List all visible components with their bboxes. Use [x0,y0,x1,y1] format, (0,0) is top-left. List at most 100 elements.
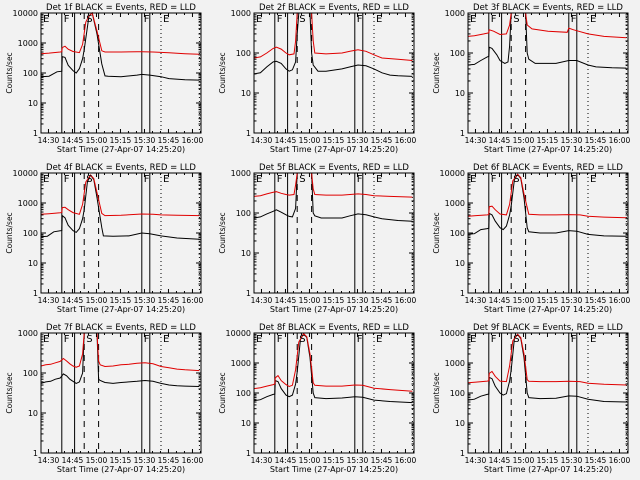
y-axis-label: Counts/sec [218,212,227,253]
y-tick-label: 10 [241,249,251,258]
x-tick-label: 14:45 [275,296,297,305]
y-tick-label: 1000 [445,9,465,18]
series-line-lld [253,332,413,392]
phase-label: E [256,334,262,345]
series-line-events [467,12,627,69]
panel-title: Det 3f BLACK = Events, RED = LLD [473,3,623,13]
phase-label: E [590,174,596,185]
x-tick-label: 15:45 [585,456,607,465]
y-tick-label: 1 [33,289,38,298]
x-tick-label: 15:45 [158,456,180,465]
x-axis-label: Start Time (27-Apr-07 14:25:20) [484,465,612,474]
y-tick-label: 100 [450,389,465,398]
y-tick-label: 1 [460,289,465,298]
x-axis-label: Start Time (27-Apr-07 14:25:20) [270,145,398,154]
x-tick-label: 16:00 [182,296,204,305]
phase-label: E [163,334,169,345]
phase-label: S [86,14,92,25]
x-axis-label: Start Time (27-Apr-07 14:25:20) [270,305,398,314]
y-tick-label: 100 [23,369,38,378]
x-tick-label: 15:00 [299,296,321,305]
x-tick-label: 15:45 [585,296,607,305]
phase-label: S [513,14,519,25]
series-line-events [253,332,413,404]
panel-title: Det 8f BLACK = Events, RED = LLD [259,323,409,333]
x-tick-label: 15:00 [513,296,535,305]
x-tick-label: 15:30 [347,296,369,305]
x-tick-label: 15:15 [537,136,559,145]
y-tick-label: 10 [455,259,465,268]
phase-label: F [491,174,497,185]
y-tick-label: 1 [246,129,251,138]
phase-label: E [163,174,169,185]
series-line-events [253,12,413,77]
phase-label: S [513,174,519,185]
panel-det-1: 1 10 100 1000 10000 14:30 14:45 15:00 15:15 15:30… [5,3,204,154]
panel-title: Det 7f BLACK = Events, RED = LLD [46,323,196,333]
phase-label: E [163,14,169,25]
y-tick-label: 10 [28,259,38,268]
x-tick-label: 15:45 [585,136,607,145]
phase-label: E [376,174,382,185]
x-tick-label: 15:00 [86,296,108,305]
phase-label: F [571,334,577,345]
plot-frame [467,12,629,134]
y-tick-label: 1000 [231,169,251,178]
phase-label: E [376,14,382,25]
phase-label: F [571,14,577,25]
x-tick-label: 15:30 [561,296,583,305]
phase-label: S [86,174,92,185]
y-tick-label: 1000 [231,359,251,368]
y-tick-label: 1000 [18,329,38,338]
x-tick-label: 15:00 [513,136,535,145]
y-tick-label: 1 [460,449,465,458]
y-tick-label: 1000 [18,39,38,48]
panel-title: Det 9f BLACK = Events, RED = LLD [473,323,623,333]
x-tick-label: 14:45 [62,136,84,145]
phase-label: S [86,334,92,345]
panel-det-2: 1 10 100 1000 14:30 14:45 15:00 15:15 15:30 15:45… [218,3,417,154]
series-line-events [40,332,200,387]
phase-label: E [43,14,49,25]
x-tick-label: 15:15 [537,456,559,465]
x-axis-label: Start Time (27-Apr-07 14:25:20) [270,465,398,474]
x-axis-label: Start Time (27-Apr-07 14:25:20) [57,305,185,314]
x-tick-label: 16:00 [395,456,417,465]
phase-label: F [277,334,283,345]
x-tick-label: 16:00 [182,456,204,465]
x-tick-label: 15:00 [513,456,535,465]
x-tick-label: 15:30 [347,456,369,465]
y-tick-label: 10 [241,419,251,428]
series-line-events [40,174,200,240]
y-tick-label: 10 [455,89,465,98]
x-tick-label: 16:00 [609,456,631,465]
plot-frame [253,172,415,294]
x-tick-label: 14:30 [251,296,273,305]
x-tick-label: 14:30 [465,136,487,145]
y-tick-label: 100 [450,49,465,58]
x-tick-label: 14:30 [38,136,60,145]
y-tick-label: 1000 [445,199,465,208]
x-tick-label: 15:45 [158,296,180,305]
phase-label: F [571,174,577,185]
phase-label: E [470,174,476,185]
panel-title: Det 4f BLACK = Events, RED = LLD [46,163,196,173]
y-axis-label: Counts/sec [218,52,227,93]
x-axis-label: Start Time (27-Apr-07 14:25:20) [484,305,612,314]
phase-label: F [357,334,363,345]
x-tick-label: 16:00 [395,296,417,305]
series-line-lld [40,12,200,55]
x-tick-label: 15:30 [134,136,156,145]
x-tick-label: 14:30 [38,296,60,305]
phase-label: F [144,334,150,345]
y-tick-label: 100 [236,49,251,58]
x-tick-label: 14:30 [465,296,487,305]
x-tick-label: 14:30 [251,456,273,465]
x-tick-label: 15:15 [110,136,132,145]
y-tick-label: 10000 [440,169,465,178]
panel-det-6: 1 10 100 1000 10000 14:30 14:45 15:00 15:15 15:30… [432,163,631,314]
x-tick-label: 14:45 [62,296,84,305]
x-tick-label: 15:00 [299,456,321,465]
phase-label: E [470,14,476,25]
